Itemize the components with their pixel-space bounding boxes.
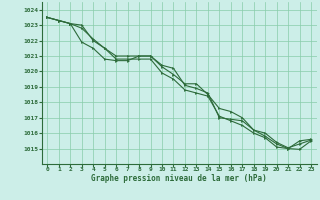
X-axis label: Graphe pression niveau de la mer (hPa): Graphe pression niveau de la mer (hPa) — [91, 174, 267, 183]
